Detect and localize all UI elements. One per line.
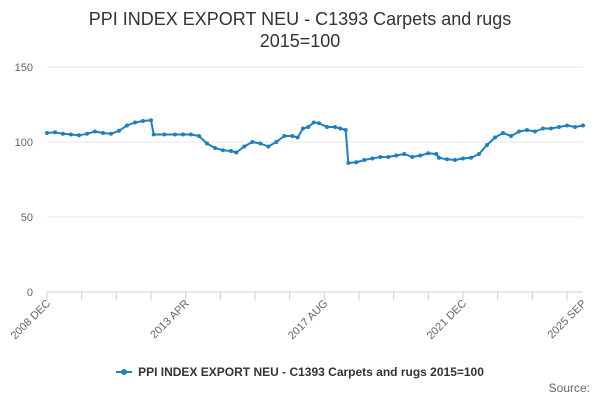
- data-point: [242, 144, 247, 149]
- chart-subtitle: 2015=100: [259, 31, 341, 51]
- y-tick-label: 50: [21, 212, 33, 224]
- data-point: [181, 132, 185, 137]
- data-point: [301, 126, 305, 131]
- data-point: [85, 131, 89, 136]
- data-point: [426, 151, 431, 156]
- data-point: [77, 133, 81, 138]
- data-point: [533, 129, 537, 134]
- data-point: [295, 135, 300, 140]
- x-tick-label: 2008 DEC: [9, 298, 53, 342]
- data-point: [418, 153, 423, 158]
- data-point: [133, 120, 137, 125]
- grid-lines: [47, 66, 583, 218]
- legend-label: PPI INDEX EXPORT NEU - C1393 Carpets and…: [138, 364, 484, 379]
- data-point: [525, 128, 529, 132]
- data-point: [141, 119, 145, 123]
- y-tick-label: 0: [27, 287, 33, 299]
- data-point: [469, 155, 473, 160]
- data-point: [333, 125, 337, 129]
- data-point: [541, 126, 545, 131]
- data-point: [346, 161, 351, 165]
- data-point: [437, 155, 441, 160]
- data-point: [386, 155, 391, 159]
- data-point: [234, 150, 239, 155]
- data-point: [311, 120, 316, 125]
- data-point: [250, 140, 255, 144]
- data-point: [370, 156, 375, 161]
- data-point: [306, 125, 311, 129]
- legend[interactable]: PPI INDEX EXPORT NEU - C1393 Carpets and…: [0, 364, 600, 379]
- data-point: [509, 134, 513, 138]
- data-point: [282, 134, 287, 138]
- data-point: [274, 140, 279, 144]
- data-point: [117, 128, 121, 133]
- x-tick-label: 2013 APR: [148, 298, 192, 342]
- data-point: [573, 125, 577, 129]
- data-point: [266, 144, 271, 149]
- data-point: [151, 132, 156, 137]
- data-point: [501, 131, 505, 135]
- x-axis: 2008 DEC 2013 APR 2017 AUG 2021 DEC 2025 SEP: [9, 291, 590, 342]
- data-point: [61, 131, 65, 136]
- data-point: [343, 128, 348, 132]
- data-point: [290, 134, 295, 138]
- y-axis-ticks: 0 50 100 150: [15, 62, 33, 299]
- data-point: [485, 143, 489, 147]
- data-point: [394, 153, 399, 158]
- x-tick-label: 2017 AUG: [286, 298, 330, 342]
- data-point: [493, 135, 497, 140]
- data-point: [213, 146, 217, 150]
- data-point: [258, 141, 263, 146]
- data-point: [354, 160, 359, 165]
- data-point: [557, 125, 561, 129]
- data-point: [453, 158, 457, 162]
- y-tick-label: 150: [15, 62, 33, 74]
- data-point: [101, 131, 105, 135]
- x-tick-label: 2025 SEP: [546, 298, 590, 342]
- data-point: [109, 131, 113, 136]
- y-tick-label: 100: [15, 137, 33, 149]
- data-point: [125, 123, 129, 128]
- data-point: [410, 155, 415, 159]
- data-point: [205, 141, 209, 146]
- data-point: [477, 152, 481, 156]
- data-point: [517, 129, 521, 134]
- data-point: [461, 156, 465, 161]
- data-point: [445, 157, 449, 162]
- data-point: [45, 131, 49, 135]
- data-point: [221, 148, 225, 153]
- data-point: [69, 132, 73, 137]
- x-tick-label: 2021 DEC: [425, 298, 469, 342]
- plot-area: [45, 118, 585, 165]
- data-point: [317, 121, 321, 126]
- data-point: [581, 123, 585, 128]
- data-point: [53, 130, 57, 135]
- data-point: [362, 158, 367, 162]
- data-point: [565, 123, 569, 128]
- data-point: [173, 132, 177, 137]
- chart-title-block: PPI INDEX EXPORT NEU - C1393 Carpets and…: [0, 8, 600, 52]
- data-point: [93, 129, 97, 134]
- data-point: [149, 118, 153, 123]
- data-point: [229, 149, 233, 153]
- data-point: [197, 134, 201, 138]
- data-point: [325, 125, 329, 129]
- data-point: [378, 155, 383, 159]
- data-point: [338, 126, 343, 131]
- data-point: [162, 132, 167, 137]
- legend-swatch: [116, 368, 133, 375]
- chart-title: PPI INDEX EXPORT NEU - C1393 Carpets and…: [88, 9, 512, 29]
- data-point: [189, 132, 193, 137]
- data-point: [402, 152, 407, 156]
- data-point: [549, 126, 553, 131]
- source-label: Source:: [548, 381, 590, 395]
- data-point: [434, 152, 439, 156]
